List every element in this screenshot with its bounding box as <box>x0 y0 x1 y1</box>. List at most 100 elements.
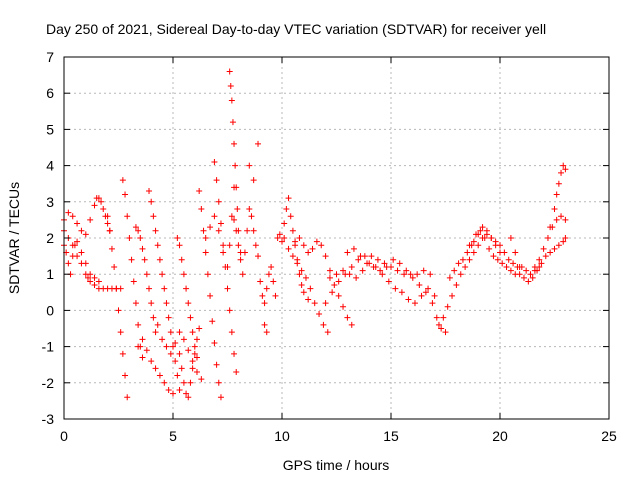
x-tick-label: 5 <box>169 428 177 444</box>
data-point-sat-i <box>193 368 200 375</box>
data-point-sat-d <box>117 329 124 336</box>
data-point-sat-g <box>172 358 179 365</box>
grid-lines <box>64 57 609 419</box>
data-point-sat-i <box>180 336 187 343</box>
data-point-sat-a <box>82 231 89 238</box>
data-point-sat-ab <box>525 278 532 285</box>
data-point-sat-u <box>348 321 355 328</box>
data-point-sat-n <box>224 263 231 270</box>
data-point-sat-x <box>350 245 357 252</box>
data-point-sat-y <box>449 292 456 299</box>
data-point-sat-i <box>159 336 166 343</box>
data-point-sat-r <box>263 285 270 292</box>
data-point-sat-i <box>172 339 179 346</box>
data-point-sat-d <box>122 372 129 379</box>
data-point-sat-v <box>348 263 355 270</box>
data-point-sat-g <box>161 285 168 292</box>
data-point-sat-r <box>263 329 270 336</box>
data-point-sat-u <box>344 314 351 321</box>
data-point-sat-b <box>87 278 94 285</box>
data-point-sat-aa <box>483 227 490 234</box>
data-point-sat-c <box>74 238 81 245</box>
data-point-sat-i <box>163 343 170 350</box>
data-point-sat-u <box>326 267 333 274</box>
data-point-sat-z <box>481 235 488 241</box>
data-point-sat-z <box>459 256 466 263</box>
data-point-sat-o <box>231 140 238 147</box>
data-point-sat-u <box>318 242 325 249</box>
data-point-sat-ac <box>553 216 560 223</box>
data-point-sat-ac <box>540 245 547 252</box>
data-point-sat-w <box>346 271 353 278</box>
data-point-sat-a <box>104 220 111 227</box>
data-point-sat-g <box>148 198 155 205</box>
data-point-sat-x <box>344 249 351 256</box>
data-point-sat-d <box>108 245 115 252</box>
data-point-sat-l <box>198 206 205 213</box>
data-point-sat-k <box>193 336 200 343</box>
data-point-sat-p <box>244 227 251 234</box>
data-point-sat-aa <box>523 267 530 274</box>
data-point-sat-y <box>475 242 482 249</box>
data-point-sat-z <box>455 260 462 267</box>
data-point-sat-c <box>87 271 94 278</box>
data-point-sat-f <box>137 235 144 241</box>
y-tick-label: 1 <box>46 266 54 282</box>
data-point-sat-ac <box>562 216 569 223</box>
data-point-sat-h <box>143 347 150 354</box>
data-point-sat-y <box>462 263 469 270</box>
data-point-sat-k <box>183 390 190 397</box>
data-point-sat-j <box>193 354 200 361</box>
y-tick-label: 5 <box>46 121 54 137</box>
data-point-sat-ac <box>531 263 538 270</box>
data-point-sat-p <box>237 256 244 263</box>
plot-frame <box>63 56 610 420</box>
data-point-sat-l <box>217 394 224 401</box>
data-point-sat-u <box>309 245 316 252</box>
data-point-sat-aa <box>492 238 499 245</box>
x-tick-label: 0 <box>60 428 68 444</box>
data-point-sat-p <box>231 216 238 223</box>
data-point-sat-g <box>174 372 181 379</box>
data-point-sat-y <box>457 271 464 278</box>
data-point-sat-g <box>154 242 161 249</box>
data-point-sat-o <box>228 97 235 104</box>
data-point-sat-a <box>100 206 107 213</box>
data-point-sat-c <box>71 242 78 249</box>
data-point-sat-aa <box>501 249 508 256</box>
data-point-sat-v <box>427 271 434 278</box>
data-point-sat-s <box>289 227 296 234</box>
data-point-sat-r <box>259 292 266 299</box>
data-point-sat-x <box>357 253 364 260</box>
data-point-sat-a <box>87 216 94 223</box>
data-point-sat-q <box>250 177 257 184</box>
data-point-sat-aa <box>466 242 473 249</box>
data-point-sat-aa <box>510 260 517 267</box>
data-point-sat-h <box>152 365 159 372</box>
data-point-sat-f <box>141 256 148 263</box>
data-point-sat-z <box>464 249 471 256</box>
data-point-sat-z <box>486 245 493 252</box>
data-point-sat-i <box>189 358 196 365</box>
data-point-sat-s <box>276 231 283 238</box>
data-point-sat-n <box>228 213 235 220</box>
y-axis-label: SDTVAR / TECUs <box>6 182 22 294</box>
data-point-sat-j <box>174 235 181 241</box>
data-point-sat-f <box>148 300 155 307</box>
data-point-sat-e <box>126 235 133 241</box>
data-point-sat-f <box>143 271 150 278</box>
data-point-sat-ad <box>547 224 554 231</box>
data-point-sat-z <box>451 267 458 274</box>
data-point-sat-k <box>180 379 187 386</box>
data-point-sat-j <box>180 271 187 278</box>
data-point-sat-v <box>407 271 414 278</box>
data-point-sat-w <box>353 274 360 281</box>
data-point-sat-g <box>167 329 174 336</box>
data-point-sat-d <box>104 213 111 220</box>
data-point-sat-v <box>414 271 421 278</box>
data-point-sat-u <box>322 253 329 260</box>
data-point-sat-k <box>187 379 194 386</box>
data-point-sat-ab <box>512 249 519 256</box>
data-point-sat-s <box>287 213 294 220</box>
data-point-sat-s <box>281 220 288 227</box>
